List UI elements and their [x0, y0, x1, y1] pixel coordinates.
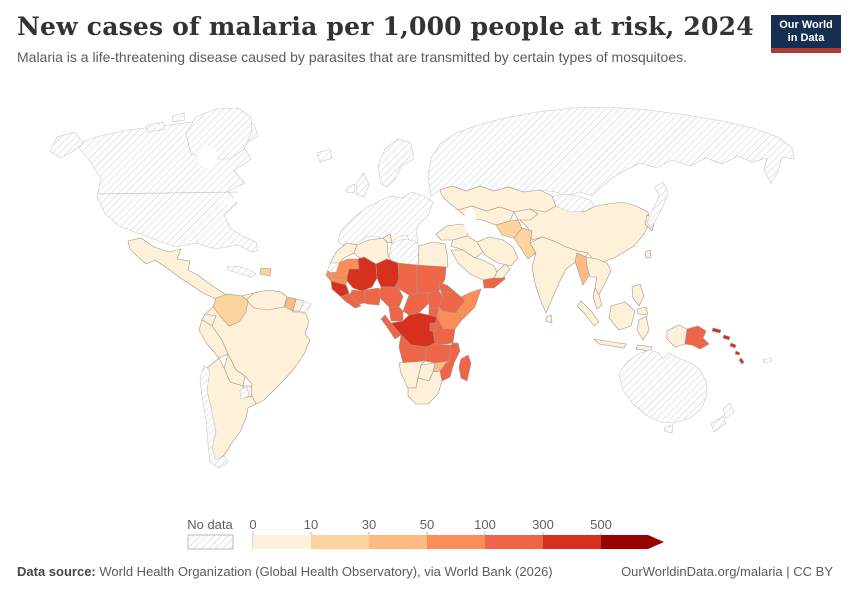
legend-tick-label: 50: [420, 517, 434, 532]
country-south-africa[interactable]: [407, 370, 443, 405]
country-india[interactable]: [529, 236, 589, 314]
country-kyrgyzstan-tajikistan[interactable]: [513, 208, 539, 221]
region-europe-mainland[interactable]: [337, 191, 434, 248]
legend-bin-30-50[interactable]: [369, 535, 427, 549]
country-sierra-leone-liberia[interactable]: [340, 292, 362, 309]
country-mali-burkina-faso[interactable]: [346, 256, 378, 292]
legend-no-data-swatch[interactable]: [187, 534, 234, 550]
legend-bin-50-100[interactable]: [427, 535, 485, 549]
country-uruguay[interactable]: [239, 386, 250, 400]
country-zambia[interactable]: [424, 342, 452, 364]
data-source-label: Data source:: [17, 564, 96, 579]
island-java[interactable]: [593, 338, 627, 349]
region-indochina[interactable]: [585, 256, 612, 296]
island-mindanao[interactable]: [636, 306, 649, 316]
country-solomon-islands[interactable]: [734, 350, 741, 356]
country-gabon-congo[interactable]: [380, 314, 402, 340]
country-scandinavia[interactable]: [377, 138, 415, 188]
country-central-african-republic[interactable]: [402, 292, 430, 316]
chart-footer: Data source: World Health Organization (…: [0, 564, 850, 579]
country-egypt[interactable]: [417, 241, 449, 268]
map-legend: No data 0 10 30 50 100 300 500: [187, 517, 664, 550]
owid-logo[interactable]: Our World in Data: [771, 15, 841, 54]
country-taiwan[interactable]: [644, 249, 652, 259]
country-solomon-islands[interactable]: [711, 327, 722, 334]
region-west-new-guinea[interactable]: [666, 324, 688, 348]
owid-logo-line1: Our World: [779, 19, 833, 31]
country-cote-divoire[interactable]: [349, 289, 366, 305]
country-russia[interactable]: [427, 106, 795, 197]
legend-bin-300-500[interactable]: [543, 535, 601, 549]
country-ghana-togo-benin[interactable]: [364, 287, 382, 306]
island-tasmania[interactable]: [663, 424, 674, 434]
legend-tick-label: 0: [249, 517, 256, 532]
credit-link[interactable]: OurWorldinData.org/malaria | CC BY: [621, 564, 833, 579]
data-source: Data source: World Health Organization (…: [17, 564, 553, 579]
legend-no-data-label: No data: [187, 517, 233, 532]
legend-tick-label: 10: [304, 517, 318, 532]
country-alaska[interactable]: [49, 131, 84, 159]
legend-bin-10-30[interactable]: [311, 535, 369, 549]
hudson-bay: [197, 146, 217, 168]
great-lakes: [224, 198, 236, 204]
country-philippines[interactable]: [631, 283, 645, 307]
island-borneo[interactable]: [608, 301, 636, 331]
region-levant-iraq[interactable]: [450, 235, 484, 259]
chart-header: New cases of malaria per 1,000 people at…: [17, 12, 757, 65]
black-sea: [436, 212, 458, 222]
country-peru[interactable]: [198, 319, 229, 359]
caspian-sea: [464, 208, 476, 234]
country-madagascar[interactable]: [458, 354, 472, 382]
country-new-zealand-north[interactable]: [722, 402, 735, 419]
country-niger[interactable]: [375, 258, 400, 288]
country-colombia[interactable]: [212, 293, 249, 327]
country-cuba[interactable]: [226, 265, 257, 278]
legend-tick-label: 30: [362, 517, 376, 532]
data-source-text: World Health Organization (Global Health…: [95, 564, 553, 579]
legend-tick-label: 100: [474, 517, 496, 532]
country-uk[interactable]: [355, 172, 370, 198]
chart-subtitle: Malaria is a life-threatening disease ca…: [17, 49, 688, 65]
country-papua-new-guinea[interactable]: [684, 325, 710, 350]
country-solomon-islands[interactable]: [729, 342, 737, 349]
country-sri-lanka[interactable]: [545, 314, 553, 324]
country-vanuatu[interactable]: [738, 357, 745, 365]
country-new-zealand-south[interactable]: [710, 415, 727, 433]
country-ireland[interactable]: [345, 183, 356, 194]
country-iran[interactable]: [476, 236, 519, 267]
legend-bin-100-300[interactable]: [485, 535, 543, 549]
country-australia[interactable]: [618, 349, 708, 424]
legend-bin-500plus[interactable]: [601, 535, 664, 549]
country-tanzania[interactable]: [432, 316, 456, 346]
arctic-islands[interactable]: [145, 121, 166, 133]
country-rwanda-burundi[interactable]: [429, 322, 437, 332]
country-japan[interactable]: [646, 181, 669, 229]
arctic-islands[interactable]: [171, 112, 186, 123]
country-chile[interactable]: [199, 365, 229, 469]
island-sumatra[interactable]: [576, 300, 600, 327]
legend-tick-label: 300: [532, 517, 554, 532]
island-sulawesi[interactable]: [636, 315, 650, 341]
legend-bin-0-10[interactable]: [253, 535, 311, 549]
owid-logo-line2: in Data: [787, 32, 825, 45]
country-western-sahara[interactable]: [326, 262, 340, 273]
country-nigeria[interactable]: [378, 286, 404, 308]
country-greenland[interactable]: [185, 107, 253, 160]
page-title: New cases of malaria per 1,000 people at…: [17, 12, 754, 41]
country-hispaniola[interactable]: [259, 267, 272, 277]
legend-tick-label: 500: [590, 517, 612, 532]
country-oman[interactable]: [493, 263, 511, 279]
country-mongolia[interactable]: [547, 193, 595, 213]
country-french-guiana[interactable]: [299, 300, 312, 314]
country-new-caledonia[interactable]: [762, 357, 773, 364]
region-malay-peninsula[interactable]: [592, 287, 603, 310]
country-cameroon[interactable]: [388, 306, 404, 322]
us-canada-border: [97, 191, 239, 195]
country-iceland[interactable]: [316, 148, 333, 163]
country-solomon-islands[interactable]: [722, 334, 731, 341]
